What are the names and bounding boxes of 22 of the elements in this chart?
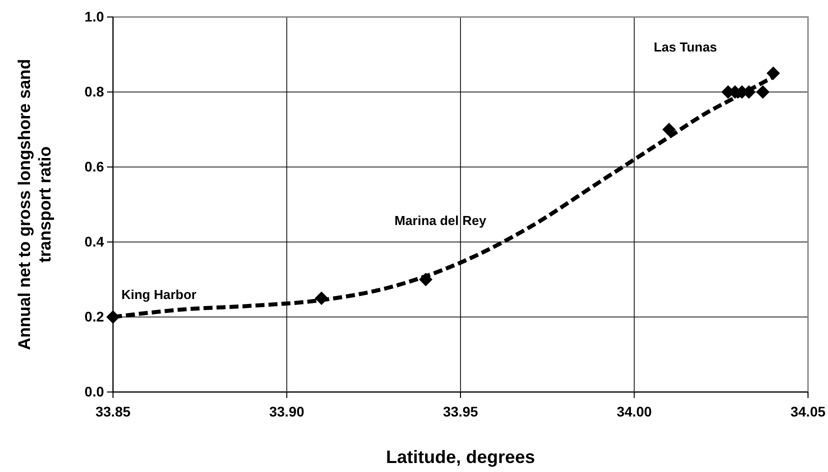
- y-tick-label: 1.0: [84, 8, 104, 24]
- x-tick-label: 33.90: [269, 403, 304, 420]
- y-tick-label: 0.6: [84, 158, 104, 174]
- x-tick-label: 34.05: [790, 403, 826, 420]
- point: [314, 292, 328, 305]
- y-tick-label: 0.0: [84, 383, 104, 400]
- x-tick-label: 33.95: [442, 403, 478, 420]
- point: [419, 272, 432, 286]
- y-tick-label: 0.8: [84, 83, 104, 100]
- x-tick-label: 33.85: [95, 403, 131, 420]
- y-axis-title: Annual net to gross longshore sand transport ratio: [15, 59, 54, 350]
- y-tick-label: 0.4: [84, 233, 104, 250]
- point: [106, 310, 120, 324]
- x-tick-label: 34.00: [616, 403, 652, 420]
- annotation: Marina del Rey: [394, 213, 487, 228]
- annotation: Las Tunas: [654, 40, 718, 54]
- point: [756, 85, 770, 99]
- annotation: King Harbor: [121, 287, 196, 302]
- point: [662, 122, 676, 136]
- point: [766, 66, 780, 80]
- x-axis-title: Latitude, degrees: [386, 447, 536, 467]
- y-tick-label: 0.2: [84, 308, 104, 324]
